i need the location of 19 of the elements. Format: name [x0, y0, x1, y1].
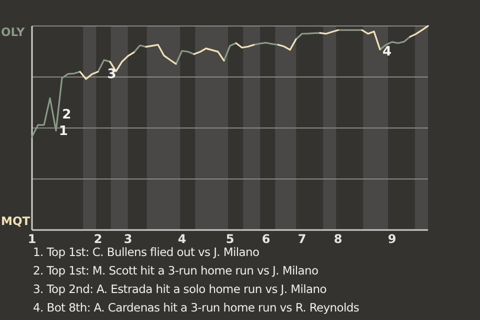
annotation: 3 — [107, 66, 116, 82]
text: 3. Top 2nd: A. Estrada hit a solo home run vs J. Milano — [33, 282, 327, 296]
text: 4. Bot 8th: A. Cardenas hit a 3-run home run vs R. Reynolds — [33, 300, 360, 314]
x-tick-label: 6 — [262, 232, 270, 246]
x-tick-label: 1 — [28, 232, 36, 246]
text: 1. Top 1st: C. Bullens flied out vs J. Milano — [33, 245, 260, 259]
text: 2. Top 1st: M. Scott hit a 3-run home run vs J. Milano — [33, 264, 318, 278]
x-tick-label: 7 — [298, 232, 306, 246]
text: OLY — [1, 25, 26, 39]
x-tick-label: 9 — [388, 232, 396, 246]
text: MQT — [1, 214, 30, 228]
x-tick-label: 4 — [178, 232, 186, 246]
x-tick-label: 2 — [94, 232, 102, 246]
x-tick-label: 8 — [334, 232, 342, 246]
x-tick-label: 3 — [124, 232, 132, 246]
x-tick-label: 5 — [226, 232, 234, 246]
annotation: 4 — [382, 44, 392, 60]
annotation: 2 — [62, 108, 72, 123]
annotation: 1 — [58, 124, 68, 140]
